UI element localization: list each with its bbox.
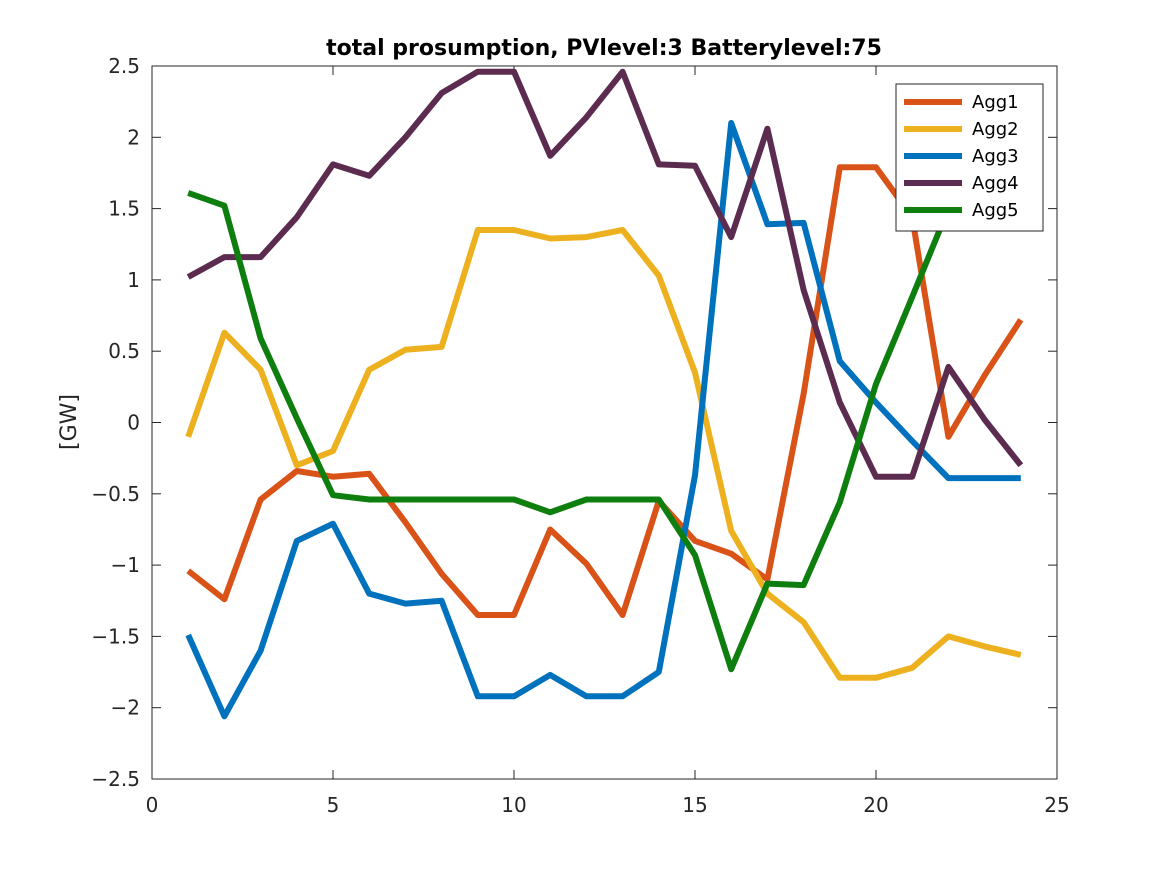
series-line-agg3 <box>185 120 1021 720</box>
series-line-agg2 <box>185 227 1022 681</box>
y-tick-label: −1 <box>111 553 140 577</box>
series-lines <box>185 68 1024 720</box>
x-tick-label: 5 <box>327 793 340 817</box>
series-line-agg4 <box>186 68 1024 480</box>
series-line-agg5 <box>187 190 1021 673</box>
legend: Agg1 Agg2 Agg3 Agg4 Agg5 <box>895 83 1044 232</box>
legend-label: Agg5 <box>972 200 1019 221</box>
y-axis-ticks: −2.5 −2 −1.5 −1 −0.5 0 0.5 1 1.5 2 2.5 <box>91 54 1057 791</box>
y-tick-label: 1.5 <box>108 197 140 221</box>
y-tick-label: −2 <box>111 696 140 720</box>
y-tick-label: −2.5 <box>91 767 140 791</box>
x-tick-label: 25 <box>1044 793 1069 817</box>
y-tick-label: 2.5 <box>108 54 140 78</box>
x-tick-label: 20 <box>863 793 888 817</box>
y-tick-label: 2 <box>127 125 140 149</box>
y-tick-label: 0.5 <box>108 339 140 363</box>
y-tick-label: −1.5 <box>91 624 140 648</box>
x-tick-label: 0 <box>146 793 159 817</box>
y-tick-label: −0.5 <box>91 482 140 506</box>
x-tick-label: 10 <box>501 793 526 817</box>
x-tick-label: 15 <box>682 793 707 817</box>
legend-label: Agg3 <box>972 146 1019 167</box>
y-tick-label: 0 <box>127 411 140 435</box>
chart-title: total prosumption, PVlevel:3 Batteryleve… <box>326 36 882 61</box>
y-axis-label: [GW] <box>57 394 82 450</box>
y-tick-label: 1 <box>127 268 140 292</box>
x-axis-ticks: 0 5 10 15 20 25 <box>146 66 1070 817</box>
legend-label: Agg4 <box>972 173 1019 194</box>
legend-label: Agg1 <box>972 92 1019 113</box>
legend-label: Agg2 <box>972 119 1019 140</box>
